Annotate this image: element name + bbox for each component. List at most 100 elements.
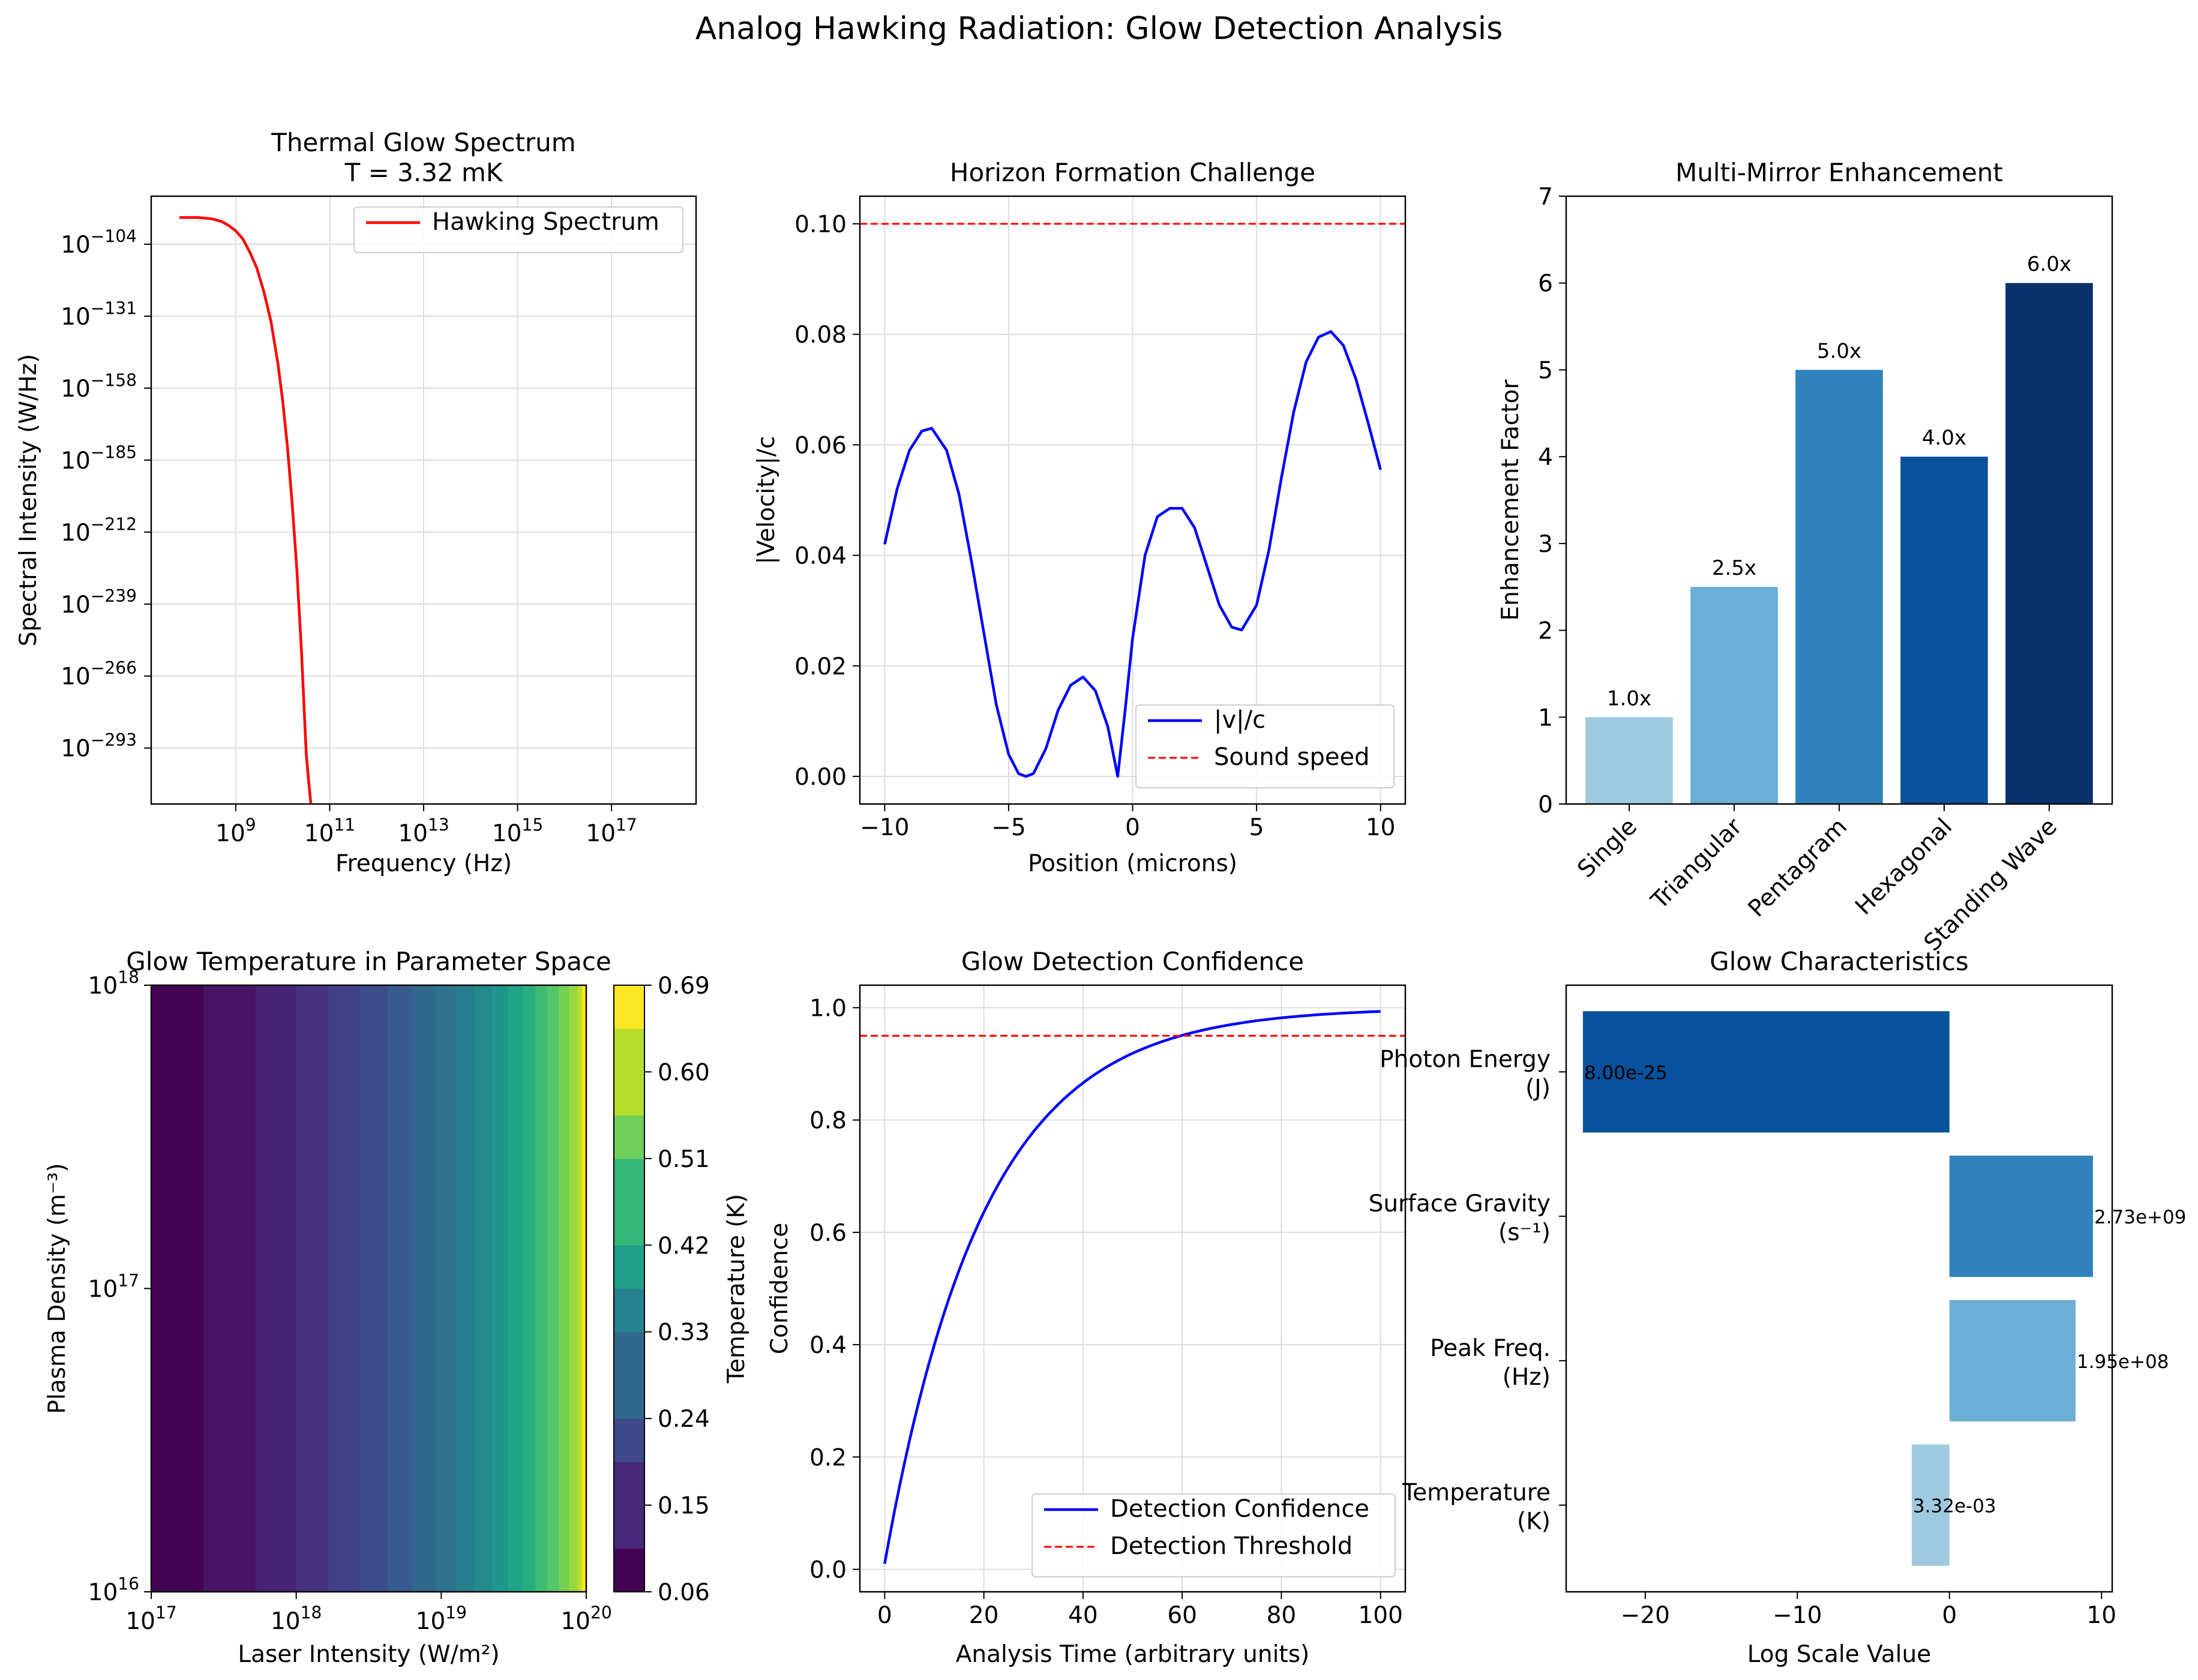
legend-entry: Detection Threshold [1110,1532,1353,1560]
bar-value-label: 1.0x [1607,686,1651,710]
legend-entry: Detection Confidence [1110,1495,1369,1523]
y-tick-label: Temperature [1402,1480,1551,1507]
colorbar-segment [614,1158,644,1202]
y-tick-label: 0.04 [794,543,847,570]
series-line-detection-confidence [883,1010,1381,1564]
y-tick-label: 10−104 [61,226,137,259]
x-axis-label: Analysis Time (arbitrary units) [956,1641,1310,1668]
bar-value-label: 8.00e-25 [1584,1062,1668,1084]
y-tick-label: Surface Gravity [1369,1190,1551,1217]
y-tick-label: 1 [1538,704,1553,731]
bar-pentagram [1795,370,1883,804]
y-tick-label: 1018 [88,967,139,1000]
bar-temperature [1911,1444,1950,1566]
colorbar-segment [614,1375,644,1419]
heatmap-cell-column [360,985,388,1592]
y-axis-label: Spectral Intensity (W/Hz) [15,354,42,646]
y-tick-label: 0.06 [794,432,847,459]
y-tick-label: 2 [1538,618,1553,645]
heatmap-cell-column [412,985,436,1592]
bar-hexagonal [1900,457,1988,804]
axes-frame [150,195,697,805]
x-tick-label: −5 [991,814,1026,841]
colorbar-tick-label: 0.06 [658,1579,710,1606]
y-tick-label: 0 [1538,791,1553,818]
bar-surface-gravity [1949,1156,2093,1277]
x-tick-label: 1018 [271,1603,322,1635]
bar-value-label: 6.0x [2027,253,2071,277]
y-tick-label: 10−131 [61,298,137,331]
bar-value-label: 3.32e-03 [1913,1496,1996,1517]
y-tick-label: 0.2 [809,1444,847,1471]
y-tick-label: 10−266 [61,658,137,691]
x-tick-label: 0 [877,1602,892,1629]
y-tick-label: 0.08 [794,322,847,349]
y-tick-label: 10−158 [61,370,137,403]
chart-title: Glow Characteristics [1710,947,1969,976]
heatmap-cell-column [296,985,329,1592]
axes-frame [150,984,587,1593]
colorbar-segment [614,1245,644,1289]
axes-frame [859,984,1407,1593]
heatmap-cell-column [151,985,204,1592]
colorbar-segment [614,1505,644,1549]
legend-entry: Sound speed [1214,743,1370,771]
colorbar-segment [614,1028,644,1073]
chart-title: Multi-Mirror Enhancement [1675,158,2003,187]
heatmap-cell-column [491,985,509,1592]
chart-glow-characteristics: −20 −10 0 10 8.00e-25 Photon Energy(J) 2.73e+0… [1369,947,2187,1668]
colorbar-segment [614,1331,644,1376]
series-line-velocity [883,330,1382,778]
y-tick-label: 0.0 [809,1557,847,1584]
x-tick-label: 0 [1942,1602,1957,1629]
x-tick-label: 109 [215,815,256,847]
chart-title: Glow Detection Confidence [961,947,1304,976]
colorbar-tick-label: 0.51 [658,1146,710,1173]
x-tick-label: 1020 [560,1603,611,1635]
chart-horizon-formation: −10 −5 0 5 10 0.00 0.02 0.04 0.06 0.08 0.10 |v|/c So… [753,158,1407,877]
x-tick-label: 80 [1267,1602,1297,1629]
figure-title: Analog Hawking Radiation: Glow Detection… [695,11,1503,47]
colorbar-tick-label: 0.15 [658,1493,710,1520]
colorbar-segment [614,1462,644,1506]
x-tick-label: 1015 [492,815,543,847]
x-tick-label: 5 [1249,814,1264,841]
x-tick-label: −10 [860,814,909,841]
chart-title: Thermal Glow Spectrum [271,128,575,157]
y-tick-label: 0.4 [809,1332,847,1359]
y-tick-label: 6 [1538,271,1553,298]
x-tick-label: Triangular [1645,813,1747,915]
x-tick-label: 0 [1125,814,1140,841]
bar-value-label: 2.73e+09 [2094,1207,2187,1228]
y-tick-label: 0.6 [809,1220,847,1247]
bar-value-label: 4.0x [1922,426,1966,450]
heatmap-cell-column [547,985,559,1592]
y-tick-label: 10−239 [61,586,137,619]
series-line-hawking-spectrum [179,216,313,805]
heatmap-cell-column [569,985,578,1592]
x-tick-label: Pentagram [1743,813,1852,922]
x-tick-label: 1017 [586,815,637,847]
axes-frame [1565,195,2113,805]
y-tick-label: (s⁻¹) [1498,1219,1551,1246]
colorbar-tick-label: 0.60 [658,1059,710,1086]
y-tick-label: 10−185 [61,442,137,475]
colorbar-segment [614,1288,644,1333]
colorbar-tick-label: 0.24 [658,1406,710,1433]
y-tick-label: 1016 [88,1574,139,1606]
colorbar-segment [614,1418,644,1462]
y-axis-label: Confidence [766,1223,793,1354]
y-tick-label: 10−293 [61,730,137,763]
y-tick-label: 4 [1538,444,1553,471]
axes-frame [1565,984,2113,1593]
heatmap-cell-column [522,985,536,1592]
x-tick-label: 10 [2086,1602,2116,1629]
chart-title: Horizon Formation Challenge [950,158,1315,187]
heatmap-cell-column [203,985,256,1592]
y-tick-label: (Hz) [1503,1364,1551,1391]
y-tick-label: 0.00 [794,764,847,791]
heatmap-cell-column [535,985,548,1592]
colorbar-frame [613,985,645,1592]
y-tick-label: 5 [1538,357,1553,384]
